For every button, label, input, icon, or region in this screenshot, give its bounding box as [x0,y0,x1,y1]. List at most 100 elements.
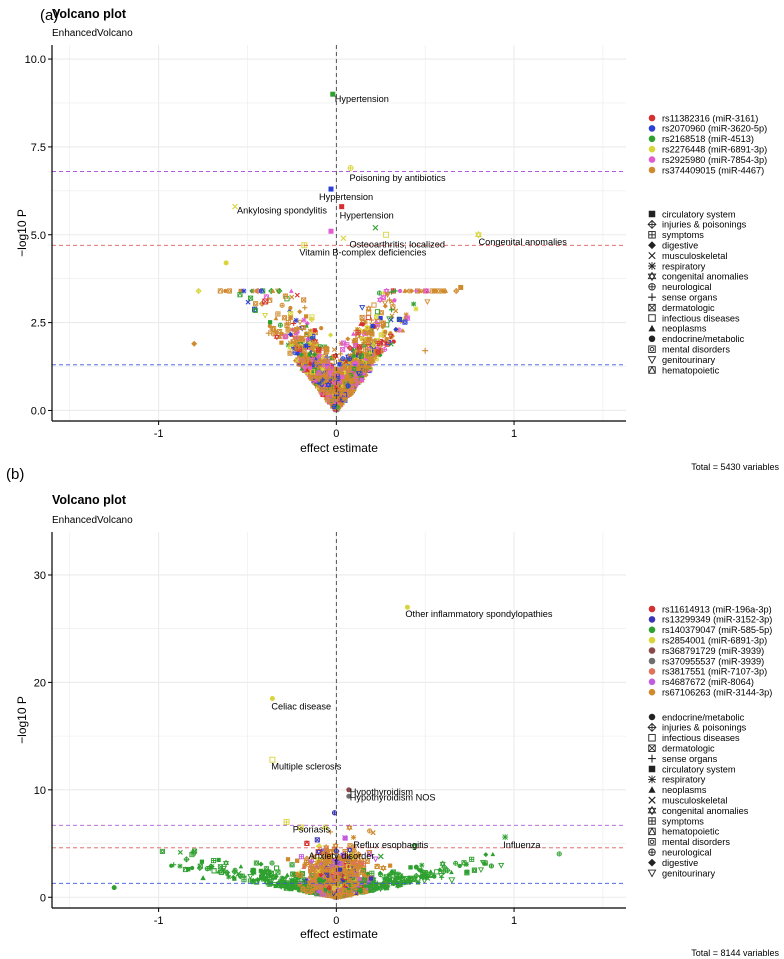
legend-series-swatch [648,114,656,122]
legend-series-label: rs2276448 (miR-6891-3p) [662,145,767,155]
data-point [287,315,293,321]
legend-category-label: musculoskeletal [662,251,727,261]
legend-category-label: genitourinary [662,868,716,878]
legend-category-label: infectious diseases [662,733,740,743]
data-point [301,297,307,303]
data-point [359,314,365,321]
legend-shape [648,231,656,239]
legend-category-label: neurological [662,282,712,292]
y-tick-label: 5.0 [31,230,46,242]
data-point [277,322,283,328]
data-point [285,320,291,326]
data-point [295,351,300,356]
y-tick-label: 0.0 [31,405,46,417]
point-label: Vitamin B-complex deficiencies [299,247,426,257]
x-tick-label: 0 [333,915,339,927]
legend-category-label: congenital anomalies [662,806,749,816]
highlight-point [111,885,117,891]
data-point [389,289,395,295]
data-point [362,328,368,335]
data-point [284,872,290,877]
legend-shape [648,303,656,312]
data-point [436,288,442,294]
data-point [388,863,393,868]
data-point [350,834,356,840]
y-tick-label: 2.5 [31,318,46,330]
data-point [267,320,273,325]
legend-shape [648,262,656,270]
legend-series-swatch [648,616,656,623]
data-point [346,824,353,831]
data-point [370,323,375,329]
legend-shape [648,293,656,302]
data-point [169,863,174,868]
legend-series-label: rs4687672 (miR-8064) [662,677,754,687]
y-axis-title: −log10 P [15,209,29,257]
legend-series-swatch [648,166,656,174]
data-point [294,329,300,335]
highlight-points [111,604,509,891]
legend-shape [648,786,656,793]
data-point [273,316,279,321]
data-point [222,859,230,867]
data-point [270,331,276,337]
legend-category-label: injuries & poisonings [662,723,747,733]
data-point [416,288,421,294]
data-point [289,288,294,293]
point-label: Hypertension [319,192,373,202]
data-point [365,305,372,312]
highlight-point [191,340,198,347]
data-point [490,851,496,857]
highlight-point [347,165,354,171]
data-point [381,300,389,307]
data-point [463,861,469,867]
legend-series-swatch [648,135,656,143]
legend-shape [648,775,656,784]
point-label: Reflux esophagitis [353,840,428,850]
highlight-point [340,235,347,242]
data-point [556,851,562,857]
data-point [253,301,259,307]
legend-series-label: rs2168518 (miR-4513) [662,134,754,144]
point-label: Multiple sclerosis [271,762,341,772]
data-point [190,865,195,871]
legend-category-label: symptoms [662,230,704,240]
data-point [384,337,389,342]
data-point [273,865,280,871]
legend-category-label: hematopoietic [662,827,720,837]
data-point [281,315,287,321]
legend-shape [648,796,656,804]
data-point [432,874,437,879]
point-label: Poisoning by antibiotics [350,173,446,183]
data-point [397,288,403,294]
legend-shape [647,722,657,732]
data-point [269,860,275,866]
x-tick-label: -1 [154,915,164,927]
legend-series-swatch [648,688,656,696]
data-point [288,305,293,311]
highlight-point [200,875,206,881]
data-point [359,335,365,341]
point-label: Influenza [503,840,541,850]
legend-shape [648,858,656,867]
data-point [302,350,307,356]
data-point [420,288,426,294]
data-point [359,377,364,383]
data-point [304,331,310,337]
data-point [354,382,359,387]
data-point [360,322,365,327]
legend-category-label: endocrine/metabolic [662,334,745,344]
data-point [226,288,232,294]
highlight-point [328,186,334,192]
legend-series-label: rs140379047 (miR-585-5p) [662,625,772,635]
legend-category-label: respiratory [662,261,706,271]
data-point [247,873,254,880]
data-point [279,340,284,345]
data-point [413,306,419,312]
chart-subtitle: EnhancedVolcano [52,28,133,39]
data-point [368,876,374,881]
data-point [308,365,313,371]
legend-shape [647,805,657,816]
legend-category-label: digestive [662,858,698,868]
